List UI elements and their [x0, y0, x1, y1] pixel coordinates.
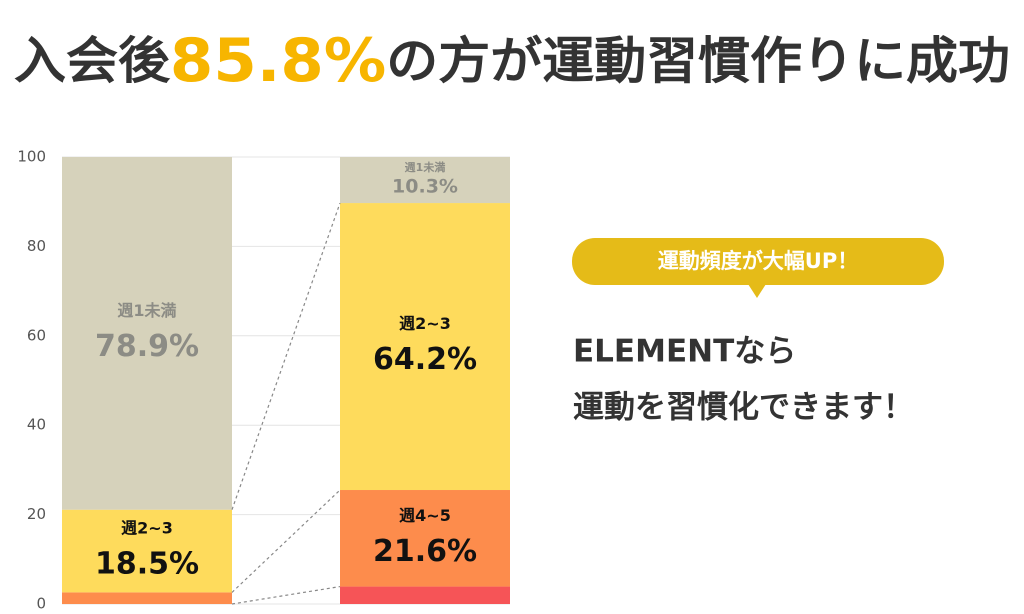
- bar-segment: [340, 203, 510, 491]
- bar-segment: [62, 157, 232, 510]
- bar-segment: [62, 509, 232, 593]
- chart-title: 入会後85.8% の方が運動習慣作りに成功: [14, 26, 1010, 96]
- segment-name: 週2~3: [121, 519, 173, 538]
- y-tick-label: 0: [36, 595, 46, 613]
- message-line: ELEMENTなら: [573, 334, 796, 370]
- y-tick-label: 20: [27, 505, 46, 523]
- segment-name: 週1未満: [405, 160, 446, 174]
- title-highlight: 85.8%: [170, 26, 386, 96]
- y-tick-label: 100: [17, 148, 46, 166]
- callout-text: 運動頻度が大幅UP！: [658, 249, 858, 273]
- data-label: 18.5%: [95, 547, 199, 582]
- segment-name: 週1未満: [117, 301, 176, 320]
- y-tick-label: 80: [27, 237, 46, 255]
- title-part: の方が運動習慣作りに成功: [386, 32, 1010, 90]
- connector: [231, 202, 341, 510]
- title-part: 入会後: [14, 32, 171, 90]
- bar-segment: [340, 490, 510, 587]
- message-line: 運動を習慣化できます！: [573, 390, 914, 426]
- segment-name: 週4~5: [399, 506, 451, 525]
- data-label: 21.6%: [373, 534, 477, 569]
- connector: [231, 585, 341, 605]
- connector: [231, 489, 341, 593]
- bar-segment: [340, 157, 510, 204]
- data-label: 64.2%: [373, 342, 477, 377]
- y-tick-label: 60: [27, 326, 46, 344]
- bar-segment: [340, 586, 510, 604]
- bar-segment: [62, 592, 232, 604]
- callout-pointer: [748, 284, 766, 298]
- data-label: 10.3%: [392, 176, 458, 198]
- segment-name: 週2~3: [399, 314, 451, 333]
- callout-bubble: [572, 238, 944, 285]
- data-label: 78.9%: [95, 329, 199, 364]
- y-tick-label: 40: [27, 416, 46, 434]
